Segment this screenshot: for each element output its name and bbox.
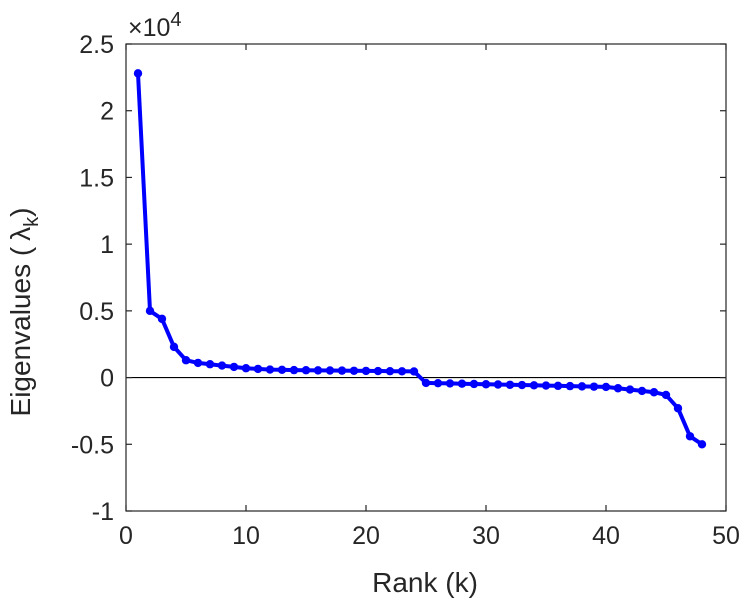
data-point (349, 366, 359, 375)
y-tick-label: 2 (100, 98, 114, 126)
data-point (277, 365, 287, 375)
y-axis-label: Eigenvalues (λk) (5, 208, 43, 417)
data-point (265, 365, 275, 374)
data-point (337, 366, 347, 375)
data-point (493, 380, 503, 389)
data-point (313, 366, 323, 375)
data-point (589, 382, 599, 391)
data-point (577, 382, 587, 391)
y-tick-label: 1.5 (79, 164, 114, 192)
data-point (697, 440, 707, 449)
y-tick-label: 0 (100, 365, 114, 393)
x-tick-label: 40 (592, 522, 620, 550)
data-point (613, 384, 623, 393)
data-point (529, 381, 539, 390)
data-point (301, 366, 311, 375)
data-point (625, 385, 635, 394)
data-point (217, 361, 227, 370)
data-point (409, 367, 419, 376)
data-point (145, 306, 155, 316)
data-point (253, 364, 263, 374)
data-point (649, 388, 659, 397)
plot-frame (125, 43, 727, 512)
data-point (157, 314, 167, 324)
data-point (289, 365, 299, 375)
data-point (553, 381, 563, 391)
data-point (229, 362, 239, 372)
data-point (169, 342, 179, 352)
data-point (457, 379, 467, 388)
x-tick-label: 30 (472, 522, 500, 550)
x-tick-label: 20 (352, 522, 380, 550)
x-axis-label: Rank (k) (372, 567, 478, 598)
data-point (673, 404, 683, 413)
y-tick-label: 2.5 (79, 31, 114, 59)
y-tick-label: -0.5 (71, 431, 114, 459)
data-point (541, 381, 551, 390)
data-point (445, 379, 455, 388)
data-point (325, 366, 335, 375)
data-point (373, 366, 383, 376)
data-point (637, 386, 647, 396)
data-point (385, 366, 395, 376)
data-point (133, 69, 143, 78)
y-tick-label: 1 (100, 231, 114, 259)
data-point (397, 367, 407, 376)
data-point (193, 358, 203, 368)
data-point (205, 360, 215, 369)
axes-layer: 0 10 20 30 40 50 -1 -0.5 0 0.5 1 1.5 2 2.5 (71, 31, 740, 550)
x-tick-label: 0 (119, 522, 133, 550)
data-point (469, 379, 479, 389)
data-point (685, 432, 695, 441)
data-point (181, 356, 191, 365)
x-tick-label: 10 (232, 522, 260, 550)
y-tick-label: 0.5 (79, 298, 114, 326)
data-point (421, 378, 431, 388)
x-tick-label: 50 (712, 522, 740, 550)
data-point (517, 380, 527, 390)
data-point (433, 378, 443, 388)
y-exponent-label: ×104 (128, 9, 182, 42)
data-point (565, 381, 575, 391)
data-point (481, 380, 491, 389)
data-point (361, 366, 371, 376)
y-tick-label: -1 (92, 498, 114, 526)
data-point (241, 364, 251, 373)
data-point (661, 390, 671, 400)
data-point (505, 380, 515, 389)
data-point (601, 382, 611, 392)
series-layer (126, 69, 726, 449)
